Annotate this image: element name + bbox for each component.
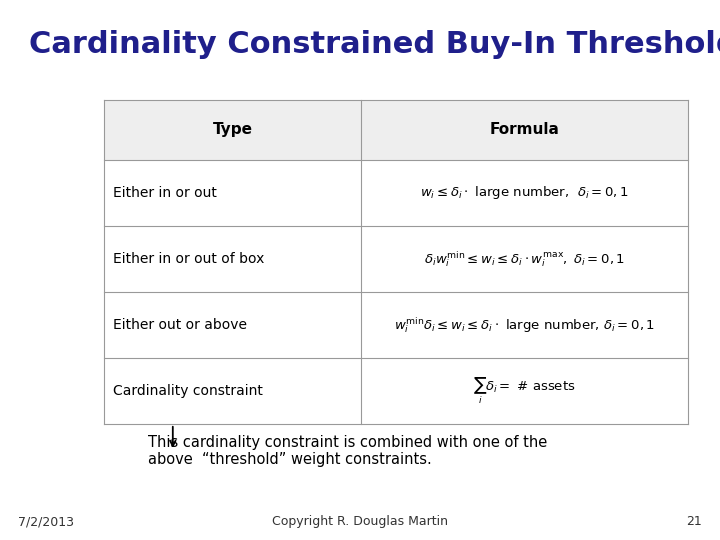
Bar bbox=[104, 292, 688, 358]
Bar bbox=[104, 358, 688, 424]
Text: $\sum_i \delta_i = $ # assets: $\sum_i \delta_i = $ # assets bbox=[473, 376, 575, 406]
Bar bbox=[104, 100, 688, 160]
Text: Either in or out: Either in or out bbox=[113, 186, 217, 200]
Text: Formula: Formula bbox=[490, 123, 559, 137]
Text: Cardinality Constrained Buy-In Thresholds: Cardinality Constrained Buy-In Threshold… bbox=[29, 30, 720, 59]
Text: Either in or out of box: Either in or out of box bbox=[113, 252, 264, 266]
Text: Copyright R. Douglas Martin: Copyright R. Douglas Martin bbox=[272, 515, 448, 528]
Text: Either out or above: Either out or above bbox=[113, 318, 247, 332]
Text: $w_i^{\mathrm{min}} \delta_i \leq w_i \leq \delta_i \cdot$ large number, $\delta: $w_i^{\mathrm{min}} \delta_i \leq w_i \l… bbox=[394, 315, 655, 335]
Text: $\delta_i w_i^{\mathrm{min}} \leq w_i \leq \delta_i \cdot w_i^{\mathrm{max}},\; : $\delta_i w_i^{\mathrm{min}} \leq w_i \l… bbox=[424, 249, 625, 269]
Text: 7/2/2013: 7/2/2013 bbox=[18, 515, 74, 528]
Bar bbox=[104, 226, 688, 292]
Bar bbox=[104, 160, 688, 226]
Text: This cardinality constraint is combined with one of the
above  “threshold” weigh: This cardinality constraint is combined … bbox=[148, 435, 547, 467]
Text: $w_i \leq \delta_i \cdot$ large number,  $\delta_i = 0,1$: $w_i \leq \delta_i \cdot$ large number, … bbox=[420, 184, 629, 201]
Text: Cardinality constraint: Cardinality constraint bbox=[113, 384, 263, 398]
Text: 21: 21 bbox=[686, 515, 702, 528]
Text: Type: Type bbox=[212, 123, 253, 137]
